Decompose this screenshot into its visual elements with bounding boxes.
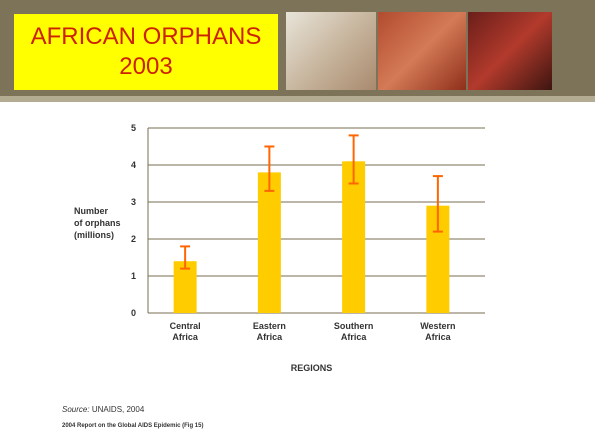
y-tick-label: 1	[131, 271, 136, 281]
x-tick-label: Africa	[172, 332, 199, 342]
banner-divider	[0, 96, 595, 102]
x-tick-label: Africa	[257, 332, 284, 342]
y-tick-label: 3	[131, 197, 136, 207]
source-note: Source: UNAIDS, 2004	[62, 405, 144, 414]
y-axis-label-line-3: (millions)	[74, 230, 114, 240]
hands-photo-3	[468, 12, 552, 90]
title-line-2: 2003	[119, 53, 173, 80]
y-tick-label: 2	[131, 234, 136, 244]
hands-photo-1	[286, 12, 376, 90]
bar	[173, 261, 197, 313]
title-line-1: AFRICAN ORPHANS	[30, 23, 262, 50]
y-tick-label: 4	[131, 160, 136, 170]
bar	[342, 161, 366, 313]
bar	[426, 205, 450, 313]
source-label: Source:	[62, 405, 90, 414]
x-axis-title: REGIONS	[291, 363, 333, 373]
slide-title: AFRICAN ORPHANS 2003	[14, 14, 278, 90]
hands-photo-2	[378, 12, 466, 90]
x-tick-label: Southern	[334, 321, 374, 331]
report-citation: 2004 Report on the Global AIDS Epidemic …	[62, 423, 204, 429]
x-tick-label: Central	[170, 321, 201, 331]
x-tick-label: Western	[420, 321, 455, 331]
y-tick-label: 0	[131, 308, 136, 318]
source-text: UNAIDS, 2004	[91, 405, 145, 414]
x-tick-label: Africa	[425, 332, 452, 342]
bar	[257, 172, 281, 313]
y-axis-label-line-1: Number	[74, 206, 109, 216]
y-axis-label: Number of orphans (millions)	[74, 205, 134, 241]
x-tick-label: Eastern	[253, 321, 286, 331]
y-axis-label-line-2: of orphans	[74, 218, 121, 228]
y-tick-label: 5	[131, 123, 136, 133]
x-tick-label: Africa	[341, 332, 368, 342]
orphans-bar-chart: 012345CentralAfricaEasternAfricaSouthern…	[131, 123, 485, 373]
